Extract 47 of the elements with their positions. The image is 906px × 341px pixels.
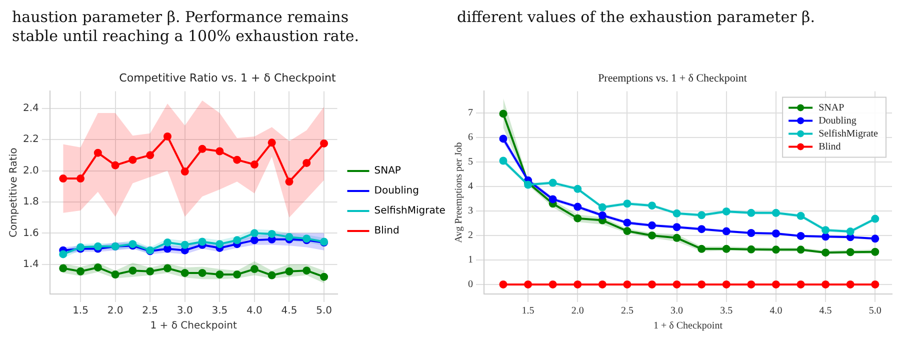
legend-label: SelfishMigrate xyxy=(818,128,879,140)
legend-label: SNAP xyxy=(818,102,845,114)
text: haustion parameter β. Performance remains xyxy=(12,8,350,27)
legend-label: Blind xyxy=(818,141,841,152)
x-tick-label: 3.5 xyxy=(720,306,733,317)
y-tick-label: 2.2 xyxy=(22,134,39,146)
chart-title: Preemptions vs. 1 + δ Checkpoint xyxy=(598,72,747,84)
y-tick-label: 7 xyxy=(468,108,473,119)
legend-label: SelfishMigrate xyxy=(374,206,446,217)
legend-label: Doubling xyxy=(374,186,419,197)
y-tick-label: 1.4 xyxy=(22,258,39,270)
x-tick-label: 4.0 xyxy=(770,306,782,317)
x-tick-label: 2.0 xyxy=(571,306,584,317)
y-tick-label: 1.6 xyxy=(22,228,39,239)
x-tick-label: 4.5 xyxy=(281,306,298,317)
x-tick-label: 5.0 xyxy=(868,306,882,317)
legend-label: Blind xyxy=(374,226,400,237)
x-tick-label: 3.0 xyxy=(670,306,684,317)
x-tick-label: 1.5 xyxy=(522,306,534,317)
x-tick-label: 3.0 xyxy=(176,306,193,317)
y-axis-title: Avg Preemptions per Job xyxy=(454,142,465,243)
x-tick-label: 2.5 xyxy=(142,306,158,317)
x-axis-title: 1 + δ Checkpoint xyxy=(654,320,723,332)
y-tick-label: 6 xyxy=(468,132,473,144)
x-tick-label: 3.5 xyxy=(212,306,228,317)
y-tick-label: 1.8 xyxy=(22,196,39,208)
chart-title: Competitive Ratio vs. 1 + δ Checkpoint xyxy=(119,71,337,84)
legend-label: Doubling xyxy=(818,115,856,126)
y-tick-label: 2.0 xyxy=(22,165,39,176)
y-tick-label: 0 xyxy=(468,279,473,290)
x-axis-title: 1 + δ Checkpoint xyxy=(150,320,237,332)
y-tick-label: 4 xyxy=(468,181,473,192)
text: different values of the exhaustion parameter β. xyxy=(457,8,816,27)
x-tick-label: 1.5 xyxy=(72,306,88,317)
y-tick-label: 2 xyxy=(468,230,473,242)
legend-label: SNAP xyxy=(374,166,401,177)
x-tick-label: 5.0 xyxy=(316,306,332,317)
y-tick-label: 1 xyxy=(468,254,473,266)
text: stable until reaching a 100% exhaustion rate. xyxy=(12,27,360,46)
x-tick-label: 2.0 xyxy=(107,306,124,317)
x-tick-label: 2.5 xyxy=(620,306,634,317)
y-tick-label: 3 xyxy=(468,206,473,217)
y-axis-title: Competitive Ratio xyxy=(8,148,20,238)
x-tick-label: 4.5 xyxy=(819,306,832,317)
y-tick-label: 5 xyxy=(468,156,473,168)
y-tick-label: 2.4 xyxy=(22,102,39,114)
x-tick-label: 4.0 xyxy=(246,306,262,317)
